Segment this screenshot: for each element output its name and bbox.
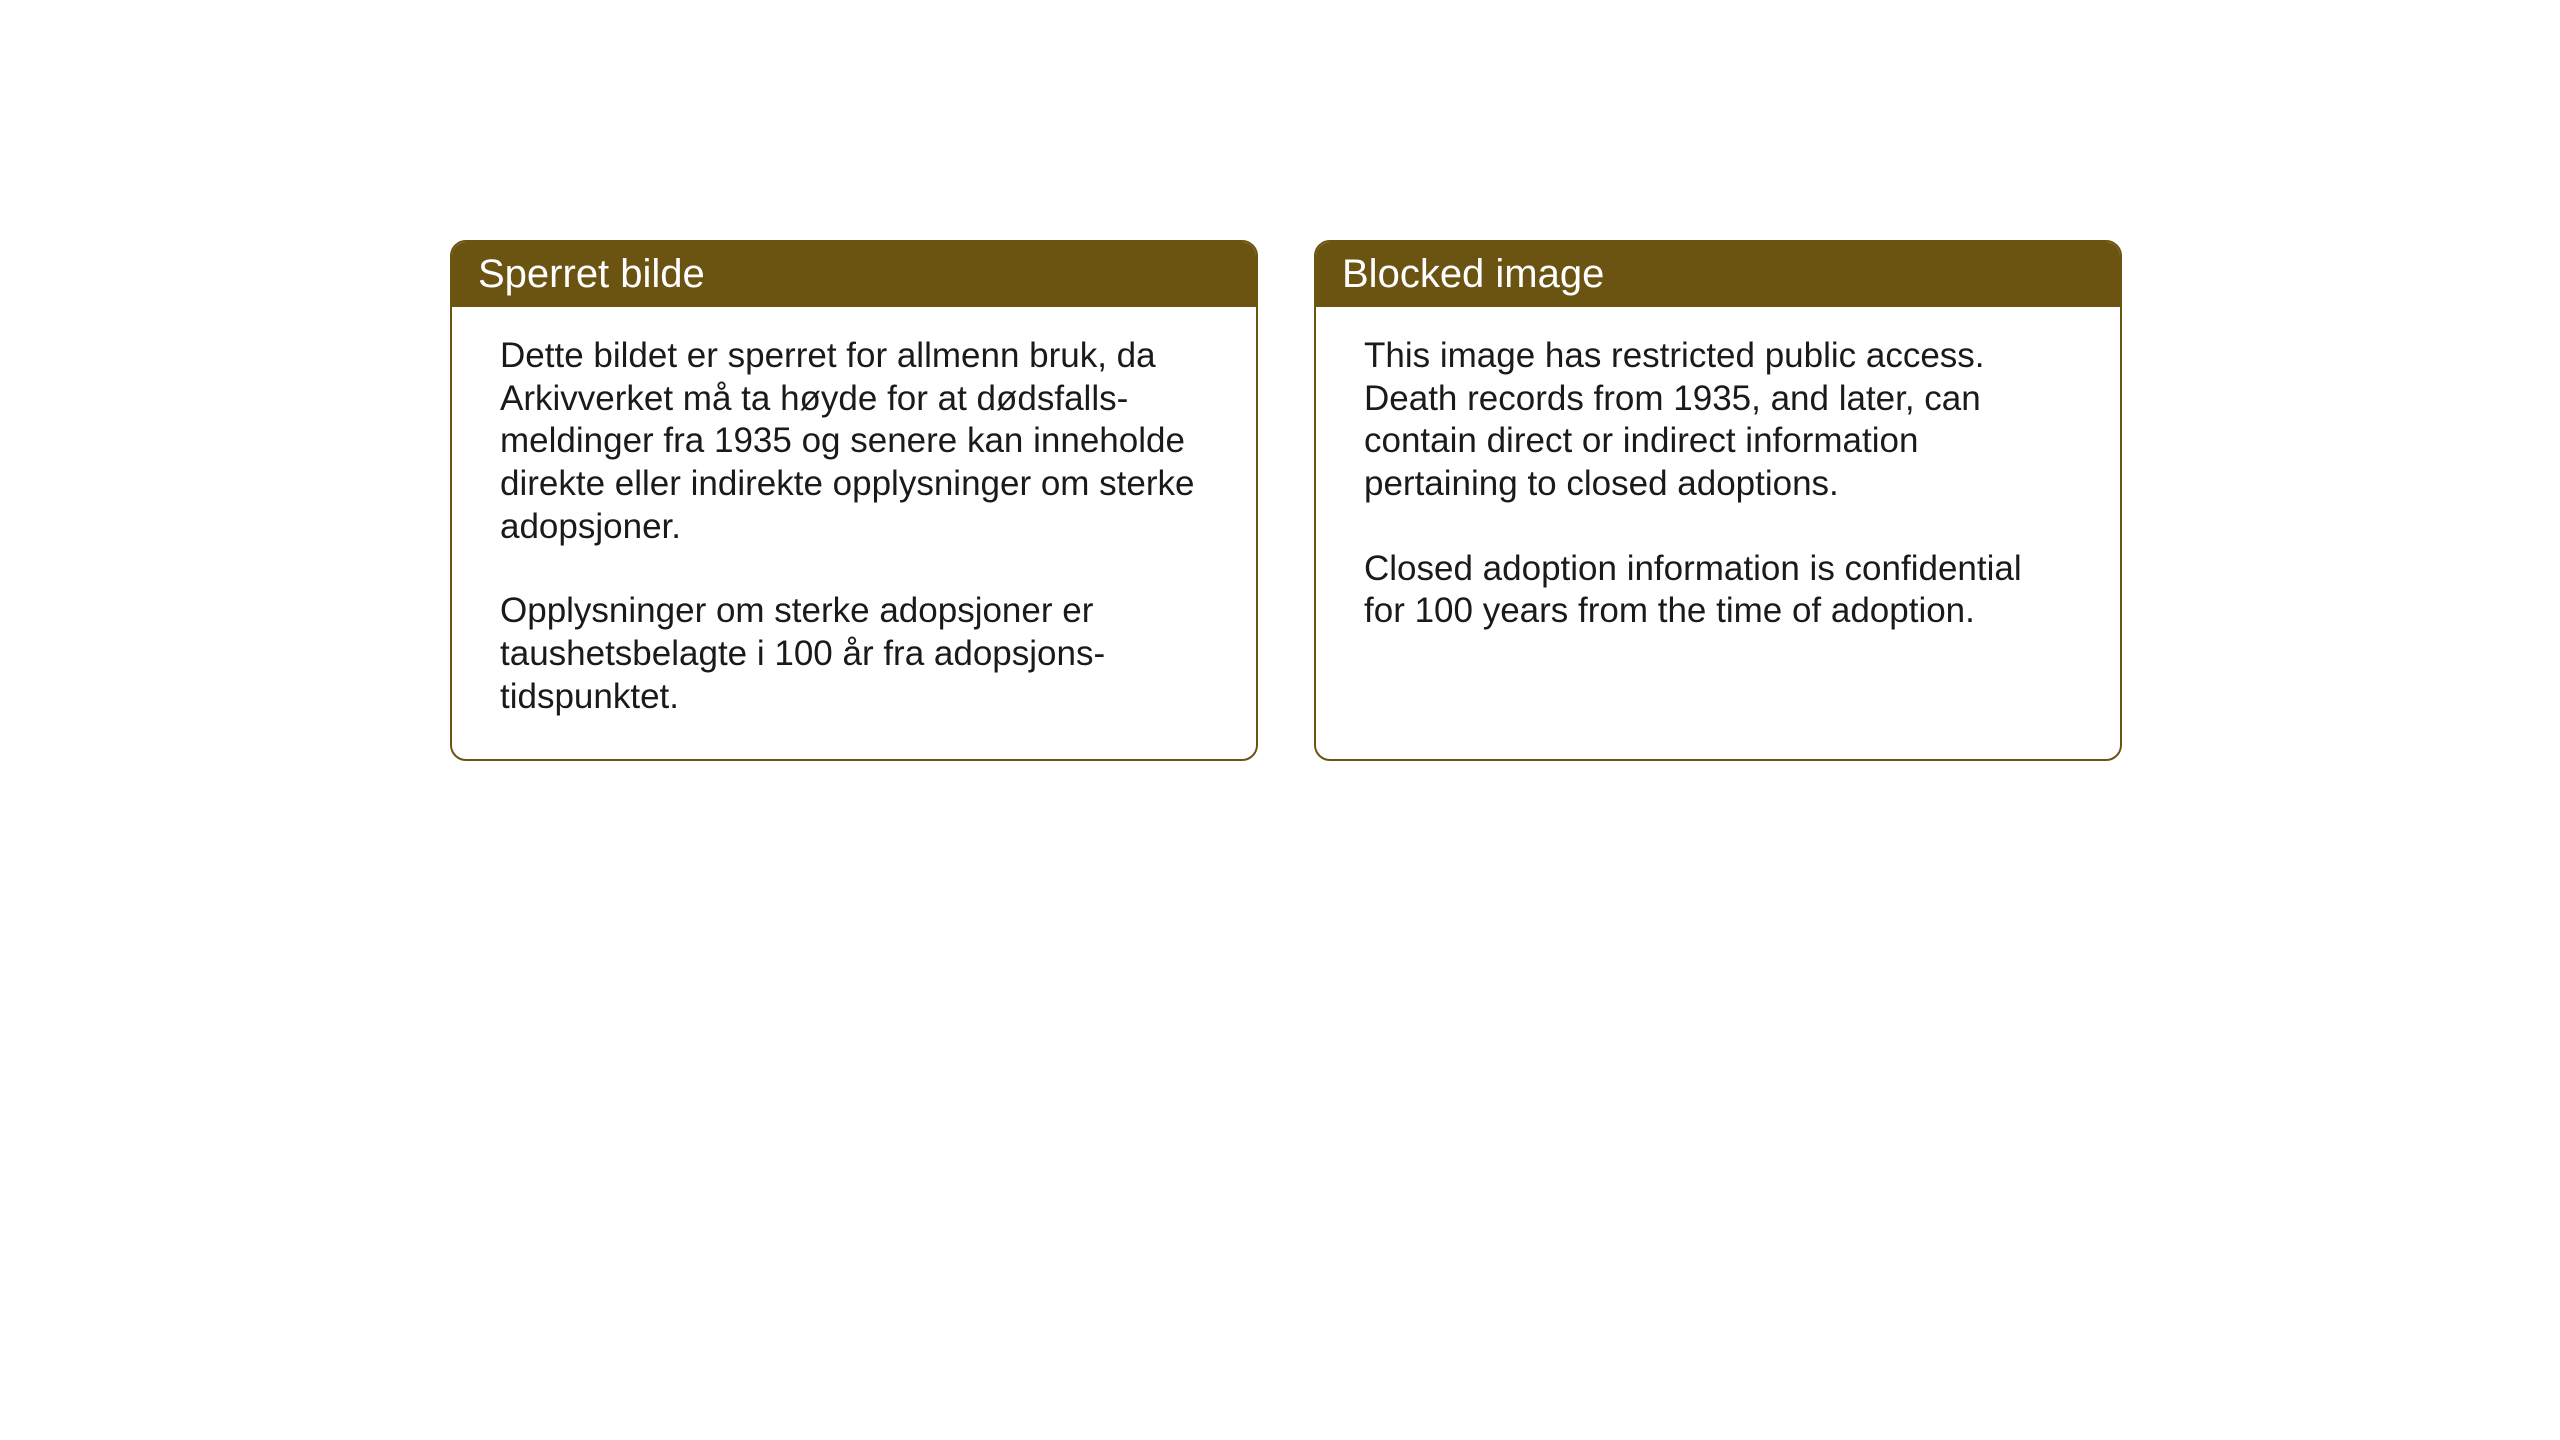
card-header-english: Blocked image (1316, 242, 2120, 307)
card-title-norwegian: Sperret bilde (478, 252, 705, 296)
card-body-norwegian: Dette bildet er sperret for allmenn bruk… (452, 307, 1256, 759)
card-title-english: Blocked image (1342, 252, 1604, 296)
card-norwegian: Sperret bilde Dette bildet er sperret fo… (450, 240, 1258, 761)
cards-container: Sperret bilde Dette bildet er sperret fo… (450, 240, 2122, 761)
card-paragraph-2-norwegian: Opplysninger om sterke adopsjoner er tau… (500, 590, 1208, 718)
card-paragraph-2-english: Closed adoption information is confident… (1364, 548, 2072, 633)
card-paragraph-1-english: This image has restricted public access.… (1364, 335, 2072, 506)
card-header-norwegian: Sperret bilde (452, 242, 1256, 307)
card-english: Blocked image This image has restricted … (1314, 240, 2122, 761)
card-body-english: This image has restricted public access.… (1316, 307, 2120, 747)
card-paragraph-1-norwegian: Dette bildet er sperret for allmenn bruk… (500, 335, 1208, 548)
